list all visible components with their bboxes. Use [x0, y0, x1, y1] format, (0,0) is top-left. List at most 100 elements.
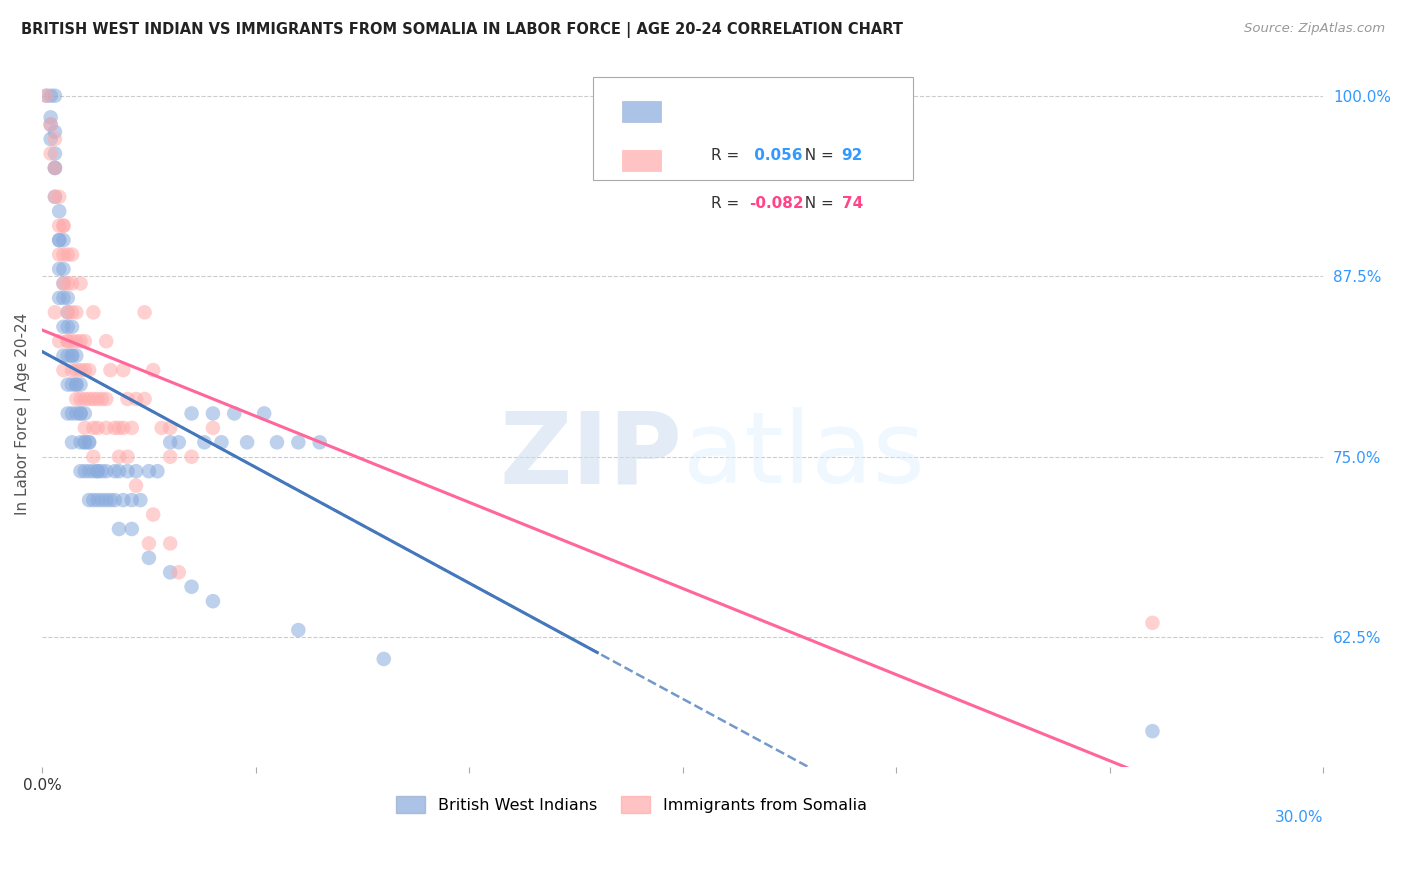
Point — [73, 464, 96, 478]
Point — [112, 363, 135, 377]
Point — [104, 421, 127, 435]
Text: R =: R = — [711, 147, 744, 162]
Point — [77, 363, 100, 377]
Point — [65, 305, 87, 319]
Point — [48, 233, 70, 247]
Point — [73, 435, 96, 450]
Point — [82, 305, 104, 319]
Point — [82, 464, 104, 478]
Text: 0.056: 0.056 — [749, 147, 803, 162]
Text: N =: N = — [796, 195, 839, 211]
Point — [121, 522, 143, 536]
Point — [48, 291, 70, 305]
Point — [193, 435, 215, 450]
Point — [129, 493, 152, 508]
Point — [125, 478, 148, 492]
Point — [52, 233, 75, 247]
Point — [69, 377, 91, 392]
Point — [201, 421, 224, 435]
Point — [56, 406, 79, 420]
Point — [60, 363, 83, 377]
Point — [121, 493, 143, 508]
Point — [82, 450, 104, 464]
Point — [201, 594, 224, 608]
Point — [159, 566, 181, 580]
Point — [44, 190, 66, 204]
Point — [44, 161, 66, 175]
Text: 30.0%: 30.0% — [1275, 810, 1323, 825]
Point — [159, 536, 181, 550]
Point — [201, 406, 224, 420]
Text: -0.082: -0.082 — [749, 195, 803, 211]
Point — [56, 349, 79, 363]
Point — [69, 406, 91, 420]
Point — [60, 349, 83, 363]
Text: Source: ZipAtlas.com: Source: ZipAtlas.com — [1244, 22, 1385, 36]
Point — [69, 406, 91, 420]
Point — [287, 623, 309, 637]
Point — [56, 305, 79, 319]
Point — [96, 392, 118, 406]
Point — [138, 464, 160, 478]
Point — [125, 464, 148, 478]
Point — [125, 392, 148, 406]
Point — [56, 377, 79, 392]
Point — [44, 125, 66, 139]
Point — [39, 118, 62, 132]
Point — [52, 247, 75, 261]
Point — [60, 435, 83, 450]
Point — [52, 219, 75, 233]
FancyBboxPatch shape — [593, 78, 914, 180]
Point — [90, 392, 112, 406]
Point — [60, 277, 83, 291]
Point — [86, 493, 108, 508]
Point — [104, 464, 127, 478]
Point — [82, 421, 104, 435]
Point — [90, 464, 112, 478]
Point — [77, 435, 100, 450]
Point — [48, 190, 70, 204]
Point — [159, 435, 181, 450]
Point — [56, 277, 79, 291]
Text: R =: R = — [711, 195, 744, 211]
Point — [108, 450, 131, 464]
Point — [82, 493, 104, 508]
Point — [108, 522, 131, 536]
Point — [56, 319, 79, 334]
Point — [44, 161, 66, 175]
Point — [48, 334, 70, 349]
Point — [138, 550, 160, 565]
Point — [159, 450, 181, 464]
Point — [73, 421, 96, 435]
Point — [266, 435, 288, 450]
Point — [73, 435, 96, 450]
Point — [1142, 724, 1164, 739]
Point — [86, 464, 108, 478]
Point — [96, 493, 118, 508]
Point — [69, 277, 91, 291]
Point — [56, 291, 79, 305]
Point — [39, 118, 62, 132]
Point — [73, 406, 96, 420]
Point — [60, 349, 83, 363]
Point — [159, 421, 181, 435]
Point — [39, 132, 62, 146]
Point — [117, 450, 139, 464]
FancyBboxPatch shape — [623, 150, 661, 171]
Point — [44, 88, 66, 103]
Point — [52, 277, 75, 291]
Point — [134, 392, 156, 406]
Point — [73, 392, 96, 406]
Point — [224, 406, 246, 420]
Point — [86, 464, 108, 478]
Point — [96, 464, 118, 478]
Point — [308, 435, 330, 450]
Point — [373, 652, 395, 666]
Point — [69, 464, 91, 478]
Point — [112, 493, 135, 508]
Point — [108, 464, 131, 478]
Point — [100, 363, 122, 377]
Point — [44, 146, 66, 161]
Point — [39, 88, 62, 103]
Point — [44, 161, 66, 175]
